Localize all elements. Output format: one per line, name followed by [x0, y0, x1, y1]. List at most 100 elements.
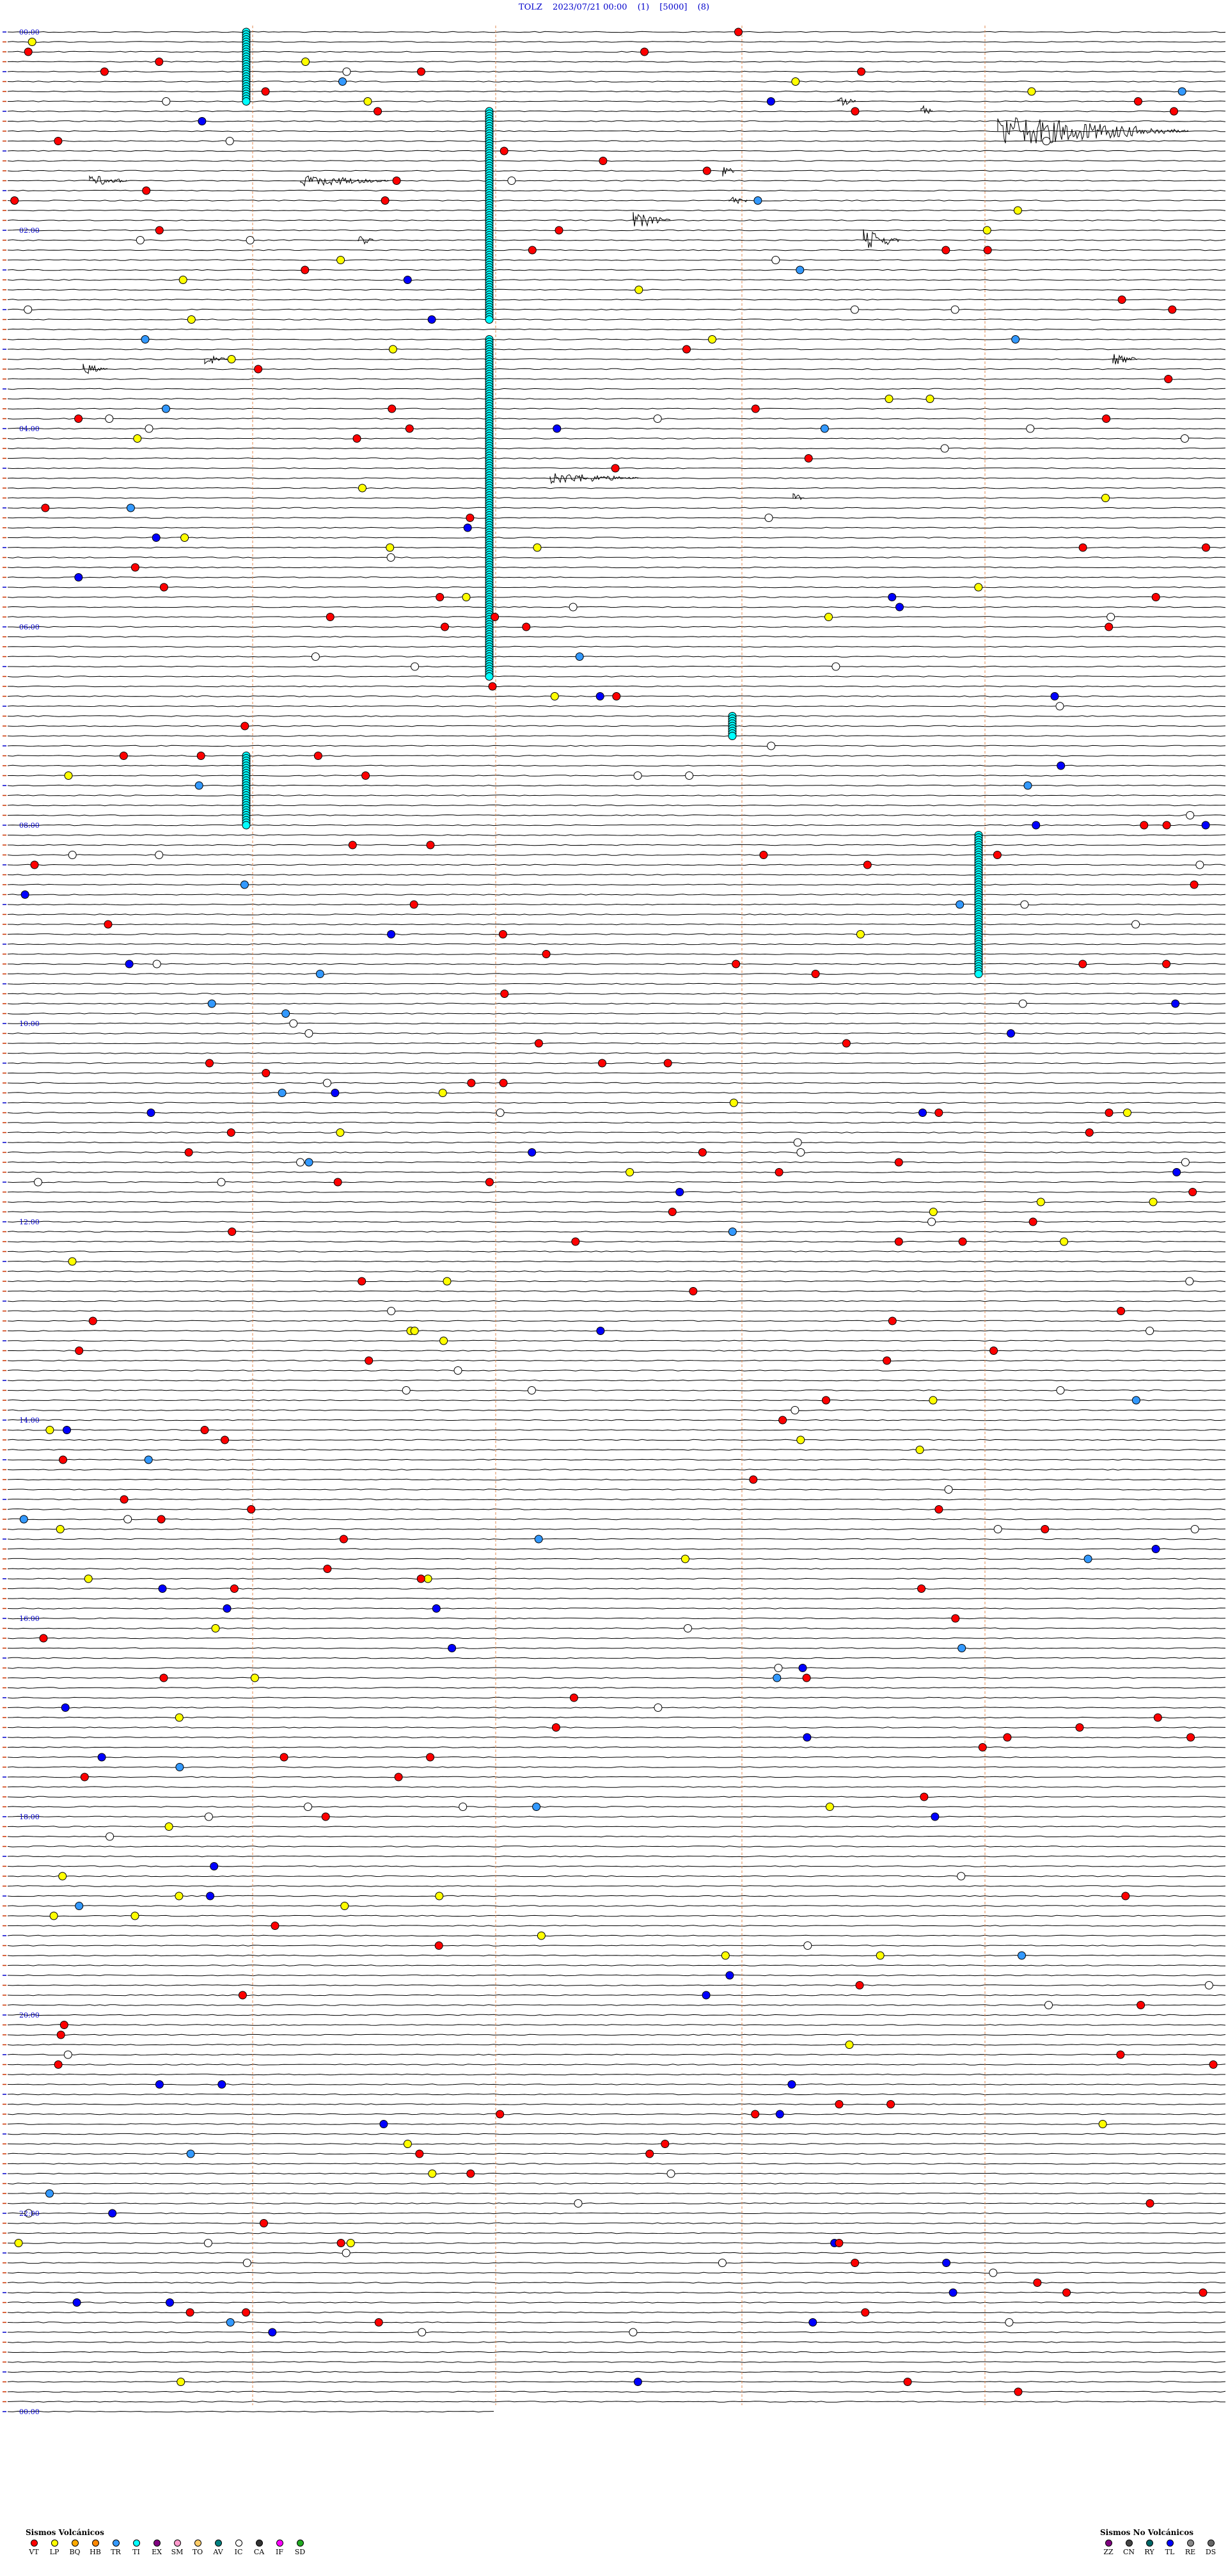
event-marker	[423, 1574, 432, 1583]
event-marker	[542, 950, 551, 958]
time-label: 22:00	[19, 2209, 40, 2218]
event-marker	[1151, 593, 1160, 601]
event-marker	[268, 2328, 277, 2337]
legend-dot-icon	[1125, 2540, 1133, 2547]
trace-line	[7, 2381, 1226, 2383]
event-marker	[856, 930, 865, 938]
event-marker	[313, 752, 322, 760]
event-marker	[1075, 1723, 1084, 1732]
event-marker	[595, 692, 604, 700]
event-marker	[886, 2100, 895, 2108]
trace-line	[7, 388, 1226, 390]
trace-line	[7, 2232, 1226, 2234]
trace-line	[7, 2252, 1225, 2254]
event-marker	[194, 781, 203, 790]
seismic-burst	[722, 167, 735, 177]
event-marker	[1042, 137, 1051, 145]
event-marker	[59, 1455, 67, 1464]
trace-line	[7, 2272, 1225, 2274]
event-marker	[63, 2050, 72, 2059]
trace-line	[7, 1826, 1225, 1828]
trace-line	[7, 1201, 1226, 1203]
event-marker	[831, 662, 840, 671]
event-marker	[1020, 900, 1029, 909]
time-labels: 00:00 02:00 04:00 06:00 08:00 10:00 12:00 14:00…	[19, 28, 40, 2416]
trace-line	[7, 427, 1226, 430]
event-marker	[246, 236, 255, 244]
trace-line	[7, 1409, 1226, 1411]
trace-line	[7, 755, 1225, 757]
event-marker	[894, 1158, 903, 1167]
trace-line	[7, 883, 1226, 886]
trace-line	[8, 586, 1226, 589]
trace-line	[7, 110, 1226, 113]
seismic-burst	[300, 175, 390, 187]
legend-item: TI	[128, 2540, 145, 2556]
trace-line	[7, 526, 1226, 529]
trace-line	[7, 1885, 1226, 1887]
trace-line	[7, 1766, 1226, 1768]
trace-line	[7, 2103, 1226, 2105]
trace-line	[7, 1647, 1226, 1649]
event-marker	[409, 900, 418, 909]
trace-line	[8, 537, 1226, 539]
event-marker	[1013, 206, 1022, 215]
event-marker	[379, 2120, 388, 2128]
trace-line	[7, 150, 1226, 152]
event-marker	[242, 821, 251, 830]
legend-label: ZZ	[1103, 2548, 1114, 2556]
event-marker	[348, 841, 357, 849]
trace-line	[7, 120, 1226, 122]
event-marker	[1105, 622, 1114, 631]
event-marker	[934, 1505, 943, 1513]
event-marker	[146, 1109, 155, 1117]
vertical-markers	[252, 26, 986, 2405]
event-marker	[989, 2268, 998, 2277]
event-marker	[211, 1624, 220, 1632]
trace-line	[7, 983, 1226, 985]
event-markers	[10, 28, 1218, 2396]
trace-line	[7, 1677, 1226, 1679]
trace-line	[7, 1895, 1226, 1897]
trace-line	[7, 1002, 1226, 1005]
event-marker	[196, 752, 205, 760]
event-marker	[361, 771, 370, 780]
trace-line	[7, 2014, 1226, 2016]
event-marker	[388, 404, 397, 413]
event-marker	[555, 226, 563, 235]
event-marker	[1195, 860, 1204, 869]
event-marker	[500, 146, 508, 155]
trace-line	[7, 1835, 1226, 1838]
trace-line	[7, 814, 1226, 816]
trace-line	[7, 1270, 1226, 1272]
event-marker	[956, 900, 964, 909]
event-marker	[654, 1703, 663, 1712]
event-marker	[498, 930, 507, 938]
event-marker	[106, 1832, 114, 1841]
event-marker	[178, 276, 187, 284]
event-marker	[751, 2110, 760, 2119]
trace-line	[8, 923, 1226, 926]
trace-line	[7, 1489, 1226, 1490]
event-marker	[125, 960, 134, 968]
event-marker	[850, 305, 859, 314]
event-marker	[527, 1386, 536, 1395]
trace-line	[7, 1954, 1226, 1957]
event-marker	[940, 444, 949, 453]
event-marker	[885, 395, 893, 403]
event-marker	[1170, 107, 1178, 116]
event-marker	[857, 67, 866, 76]
event-marker	[14, 2239, 23, 2247]
event-marker	[941, 246, 950, 255]
trace-line	[7, 1350, 1226, 1352]
event-marker	[1060, 1237, 1069, 1246]
trace-line	[7, 487, 1226, 489]
event-marker	[808, 2318, 817, 2327]
event-marker	[682, 345, 691, 354]
trace-line	[7, 1508, 1226, 1510]
trace-line	[7, 1974, 1226, 1977]
event-marker	[1014, 2387, 1023, 2396]
event-marker	[957, 1644, 966, 1652]
event-marker	[159, 583, 168, 592]
event-marker	[835, 2100, 844, 2108]
